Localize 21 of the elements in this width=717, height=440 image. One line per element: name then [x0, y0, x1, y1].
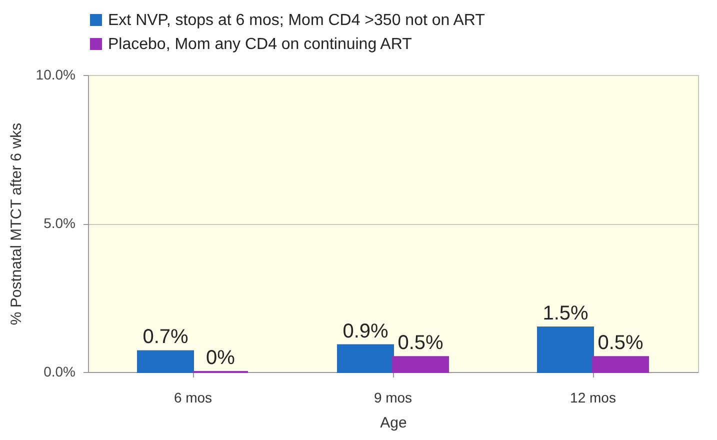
y-tick-label: 0.0% — [44, 364, 76, 380]
data-label: 0.9% — [342, 320, 389, 342]
bar — [137, 350, 194, 373]
legend-label: Placebo, Mom any CD4 on continuing ART — [108, 36, 412, 53]
bar — [392, 356, 449, 373]
x-axis-title: Age — [380, 414, 407, 432]
data-label: 1.5% — [542, 302, 589, 324]
bar — [537, 326, 594, 373]
x-tick-label: 6 mos — [174, 390, 212, 406]
y-axis-title: % Postnatal MTCT after 6 wks — [8, 122, 25, 326]
data-label: 0.5% — [398, 332, 444, 354]
x-tick-label: 12 mos — [570, 390, 616, 406]
data-label: 0.5% — [598, 332, 644, 354]
bar — [337, 344, 394, 373]
bar — [592, 356, 649, 373]
x-tick-label: 9 mos — [374, 390, 412, 406]
data-label: 0% — [206, 347, 236, 369]
data-label: 0.7% — [142, 326, 189, 348]
legend-label: Ext NVP, stops at 6 mos; Mom CD4 >350 not on ART — [108, 12, 486, 29]
y-tick-label: 5.0% — [44, 215, 76, 231]
y-tick-label: 10.0% — [36, 66, 76, 82]
